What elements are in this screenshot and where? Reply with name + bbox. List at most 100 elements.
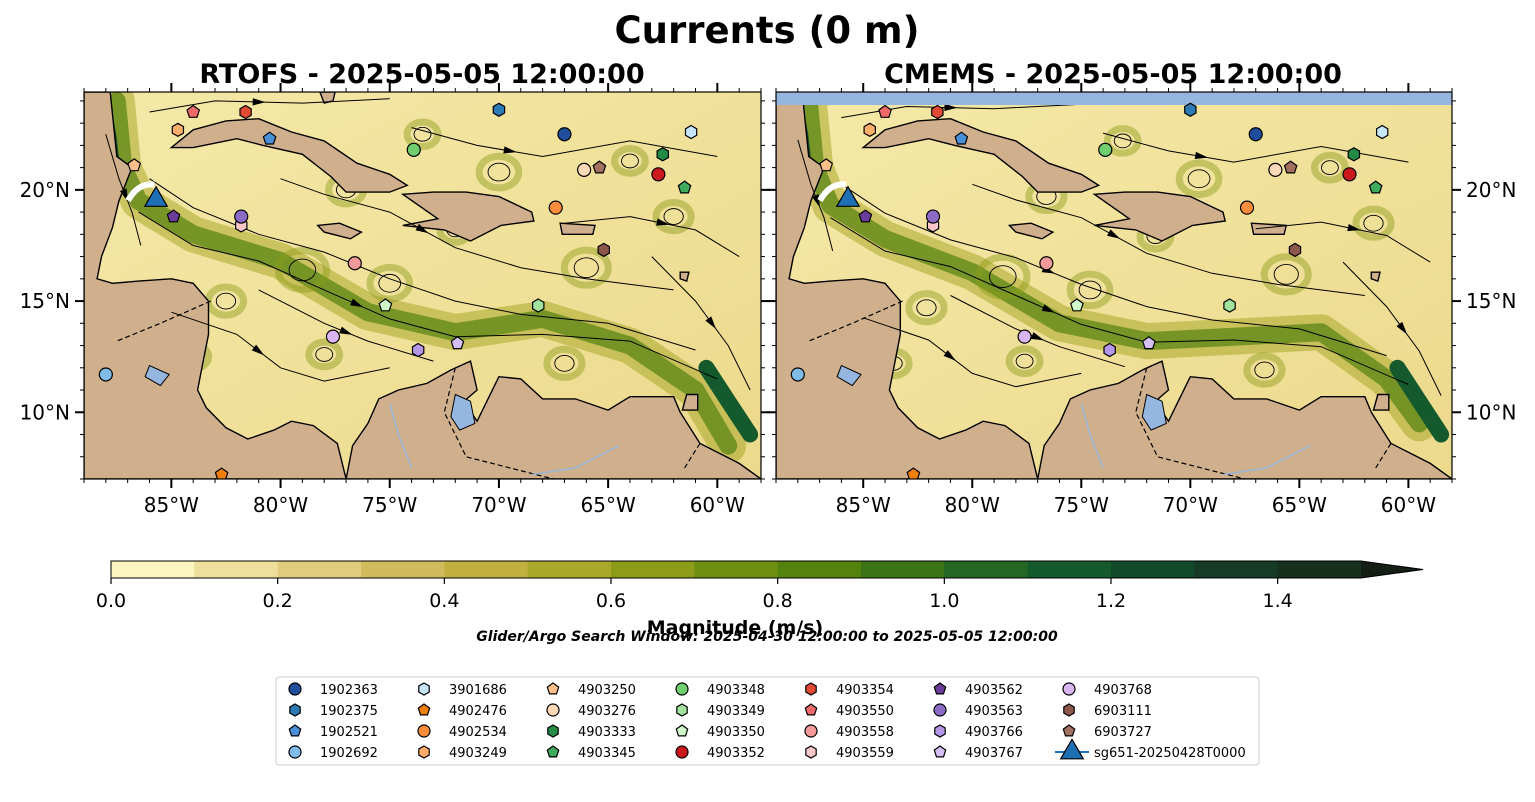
platform-marker-4903348 [1098, 142, 1113, 157]
legend-marker-1902521 [288, 724, 302, 737]
streamline-arrow [1396, 321, 1408, 335]
legend-marker-4903249 [418, 745, 430, 759]
east-current [1389, 359, 1450, 443]
colorbar-segment [194, 561, 279, 578]
platform-marker-4903766 [411, 342, 425, 358]
eddy-streamline [215, 292, 237, 310]
eddy-streamline [916, 299, 937, 317]
legend-marker-4903276 [546, 703, 560, 717]
platform-marker-4903562 [858, 209, 873, 223]
eddy-ring [905, 290, 948, 326]
colorbar-tick-label: 0.0 [96, 590, 126, 612]
legend-label: 1902375 [320, 704, 378, 719]
platform-marker-4903249 [863, 122, 877, 137]
colorbar-extend-arrow [1361, 561, 1423, 578]
platform-marker-sg651-20250428T0000 [835, 185, 861, 207]
panel-cmems: CMEMS - 2025-05-05 12:00:00 85°W 80°W 75°W… [767, 59, 1516, 517]
legend-marker-4903345 [546, 745, 560, 758]
streamline-arrow [1347, 224, 1361, 232]
eddy-ring [560, 246, 612, 289]
legend-label: 4903562 [965, 683, 1023, 698]
legend-marker-4903352 [675, 745, 689, 759]
streamline [830, 217, 1409, 385]
colorbar-segment [1111, 561, 1195, 578]
legend-label: 4903249 [449, 746, 507, 761]
land [679, 271, 690, 283]
platform-marker-4903563 [234, 209, 249, 224]
land [1007, 222, 1055, 240]
legend-marker-4903348 [675, 682, 689, 696]
legend-label: 4903250 [578, 683, 636, 698]
legend-label: 4903345 [578, 746, 636, 761]
colorbar-label: Magnitude (m/s) [647, 617, 824, 639]
eddy-streamline [1015, 353, 1034, 369]
figure-title: Currents (0 m) [614, 9, 919, 52]
eddy-streamline [989, 265, 1017, 288]
streamline [138, 211, 718, 380]
eddy-ring [1005, 345, 1044, 377]
border [116, 300, 211, 342]
platform-marker-1902375 [492, 102, 506, 117]
eddy-ring [543, 345, 586, 381]
glider-track [125, 181, 155, 203]
legend-label: 4903352 [707, 746, 765, 761]
legend-marker-6903111 [1063, 703, 1075, 717]
eddy-ring [1175, 159, 1223, 199]
streamline-arrow [252, 98, 266, 106]
legend-label: 4903768 [1094, 683, 1152, 698]
platform-marker-6903111 [1288, 242, 1302, 258]
land [1250, 222, 1288, 235]
platform-marker-4903354 [239, 104, 252, 120]
platform-marker-4903349 [531, 298, 545, 313]
platform-marker-4903563 [925, 209, 941, 224]
colorbar-tick-label: 0.2 [263, 590, 293, 612]
legend-label: 4903333 [578, 725, 636, 740]
platform-marker-4903333 [656, 147, 670, 162]
eddy-ring [1352, 205, 1395, 241]
streamline-arrow [251, 344, 265, 356]
lat-tick-label-left: 10°N [20, 400, 70, 424]
land [400, 191, 535, 242]
streamline [411, 127, 718, 158]
platform-marker-4903250 [819, 158, 834, 172]
eddy-ring [611, 145, 649, 177]
colorbar-segment [444, 561, 529, 578]
streamline [171, 311, 390, 382]
legend-label: 4903563 [965, 704, 1023, 719]
platform-marker-3901686 [1375, 124, 1389, 140]
legend-label: 4903559 [836, 746, 894, 761]
legend-label: 3901686 [449, 683, 507, 698]
platform-marker-4903550 [186, 104, 201, 118]
land [681, 393, 699, 411]
colorbar-tick-label: 0.4 [429, 590, 459, 612]
eddy-streamline [621, 153, 639, 169]
platform-marker-1902521 [954, 131, 969, 145]
streamline-arrow [1030, 332, 1045, 341]
eddy-ring [1066, 270, 1114, 310]
legend-label: 1902363 [320, 683, 378, 698]
legend-label: 4903349 [707, 704, 765, 719]
streamline-arrow [705, 316, 717, 329]
legend-marker-4903767 [933, 745, 947, 758]
platform-marker-4903562 [166, 209, 181, 223]
river [1222, 444, 1311, 476]
lon-tick-label: 60°W [690, 493, 745, 517]
legend-marker-4903354 [805, 682, 817, 696]
land [559, 222, 596, 235]
colorbar-tick-label: 1.2 [1096, 590, 1126, 612]
east-current [698, 359, 759, 443]
platform-marker-4902534 [1239, 200, 1255, 215]
legend-marker-4903550 [804, 703, 818, 716]
platform-marker-6903727 [592, 160, 607, 174]
search-window-text: Glider/Argo Search Window: 2025-04-30 12… [476, 629, 1058, 645]
colorbar-segment [944, 561, 1029, 578]
legend-marker-4902476 [417, 703, 431, 716]
lon-tick-label: 75°W [1054, 493, 1109, 517]
platform-marker-4902534 [548, 200, 563, 215]
platform-marker-4903550 [878, 104, 892, 118]
river [389, 403, 413, 469]
eddy-streamline [378, 273, 402, 293]
platform-marker-4903352 [1342, 167, 1357, 182]
eddy-streamline [1363, 214, 1384, 232]
legend-label: 4903350 [707, 725, 765, 740]
